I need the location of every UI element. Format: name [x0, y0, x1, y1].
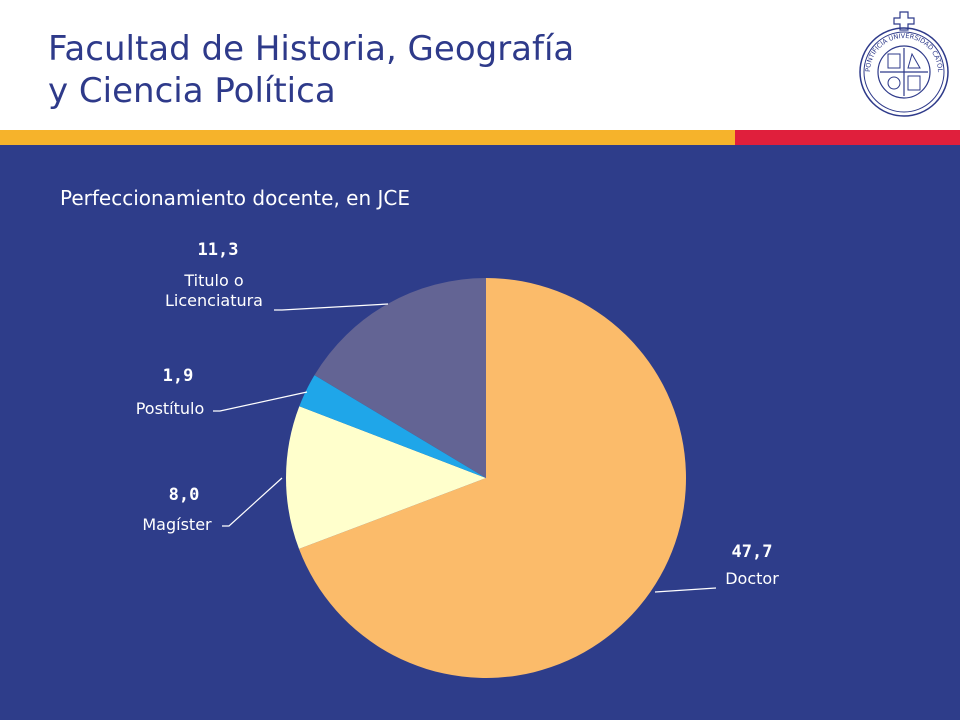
data-label-value-postitulo: 1,9 — [163, 366, 194, 386]
leader-line-titulo-o — [274, 303, 389, 311]
pie-slice-magister — [286, 406, 486, 549]
header: Facultad de Historia, Geografía y Cienci… — [0, 0, 960, 130]
pie-slice-postitulo — [299, 375, 486, 478]
red-band — [735, 130, 960, 145]
data-label-category-magister: Magíster — [142, 515, 212, 534]
chart-title: Perfeccionamiento docente, en JCE — [60, 186, 410, 210]
data-label-value-titulo-o: 11,3 — [198, 240, 239, 260]
page-title: Facultad de Historia, Geografía y Cienci… — [48, 28, 574, 112]
title-line-2: y Ciencia Política — [48, 71, 336, 111]
leader-line-postitulo — [213, 391, 308, 412]
data-label-value-magister: 8,0 — [169, 485, 200, 505]
pie-slice-doctor — [298, 278, 687, 678]
leader-line-magister — [222, 477, 283, 527]
leader-line-doctor — [654, 587, 717, 593]
orange-band — [0, 130, 735, 145]
data-label-category-postitulo: Postítulo — [136, 399, 205, 418]
title-line-1: Facultad de Historia, Geografía — [48, 29, 575, 69]
data-label-category-titulo-o: Titulo o Licenciatura — [165, 271, 263, 310]
university-seal-logo: PONTIFICIA UNIVERSIDAD CATÓLICA DE CHILE — [856, 10, 949, 117]
data-label-value-doctor: 47,7 — [732, 542, 773, 562]
pie-slice-titulo-o — [314, 278, 486, 478]
data-label-category-doctor: Doctor — [725, 569, 779, 588]
